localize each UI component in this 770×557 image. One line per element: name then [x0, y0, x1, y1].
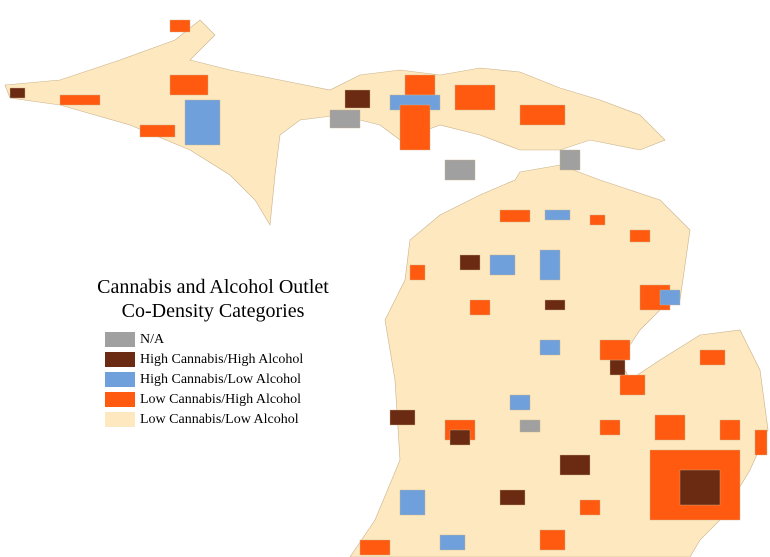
region — [449, 429, 471, 446]
region — [589, 214, 606, 226]
region — [329, 109, 361, 129]
region — [59, 94, 101, 106]
upper-peninsula — [4, 19, 666, 226]
region — [509, 394, 531, 411]
region — [439, 534, 466, 551]
region — [469, 299, 491, 316]
regions — [9, 19, 768, 556]
legend-swatch — [105, 352, 135, 367]
region — [399, 489, 426, 516]
legend-label: N/A — [140, 332, 165, 347]
region — [399, 104, 431, 151]
legend-label: Low Cannabis/High Alcohol — [140, 392, 301, 407]
region — [559, 149, 581, 171]
region — [519, 419, 541, 433]
region — [654, 414, 686, 441]
region — [539, 339, 561, 356]
region — [9, 87, 26, 99]
legend-swatch — [105, 392, 135, 407]
region — [169, 74, 209, 96]
region — [499, 489, 526, 506]
region — [599, 339, 631, 361]
region — [459, 254, 481, 271]
region — [579, 499, 601, 516]
region — [519, 104, 566, 126]
region — [699, 349, 726, 366]
region — [489, 254, 516, 276]
region — [344, 89, 371, 109]
region — [754, 429, 768, 456]
legend-swatch — [105, 412, 135, 427]
region — [599, 419, 621, 436]
region — [539, 529, 566, 551]
region — [559, 454, 591, 476]
region — [359, 539, 391, 556]
region — [184, 99, 221, 146]
legend-label: High Cannabis/Low Alcohol — [140, 372, 301, 387]
legend-label: High Cannabis/High Alcohol — [140, 352, 303, 367]
legend-label: Low Cannabis/Low Alcohol — [140, 412, 299, 427]
region — [619, 374, 646, 396]
region — [679, 469, 721, 506]
legend-swatch — [105, 372, 135, 387]
region — [719, 419, 741, 441]
region — [139, 124, 176, 138]
region — [409, 264, 426, 281]
region — [404, 74, 436, 96]
region — [169, 19, 191, 33]
legend-title: Cannabis and Alcohol Outlet — [97, 276, 329, 298]
legend-title: Co-Density Categories — [122, 300, 305, 322]
region — [539, 249, 561, 281]
region — [499, 209, 531, 223]
region — [629, 229, 651, 243]
region — [659, 289, 681, 306]
region — [454, 84, 496, 111]
region — [444, 159, 476, 181]
region — [544, 299, 566, 311]
region — [389, 409, 416, 426]
legend-swatch — [105, 332, 135, 347]
region — [609, 359, 626, 376]
region — [544, 209, 571, 221]
